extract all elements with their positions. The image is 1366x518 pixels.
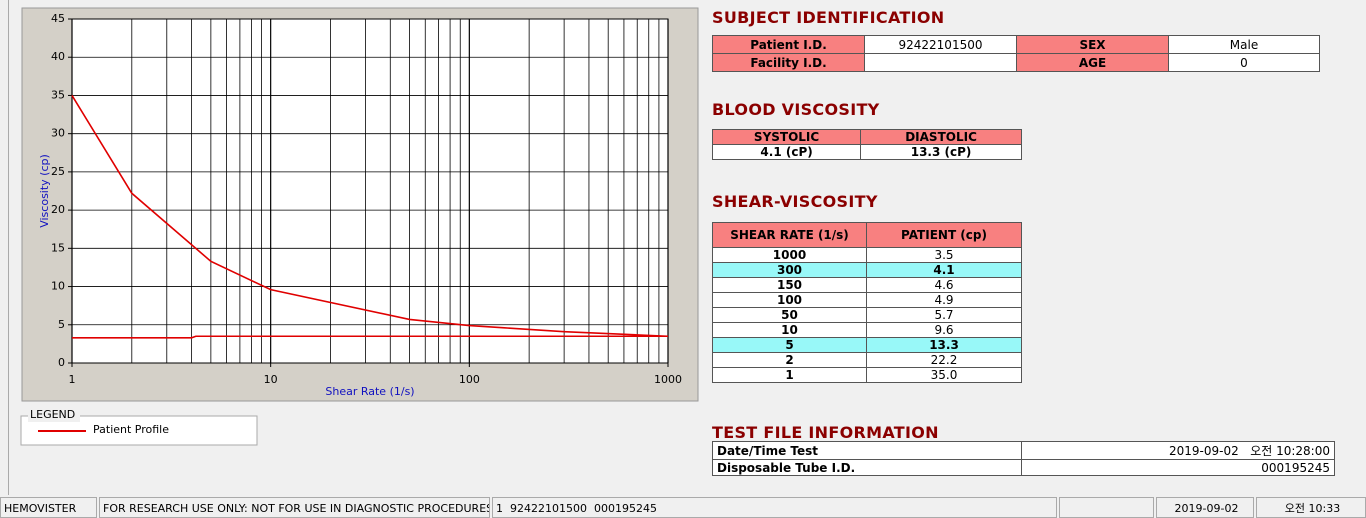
cell: 000195245 (1021, 459, 1335, 476)
cell: Patient I.D. (712, 35, 865, 54)
cell: 300 (712, 262, 867, 278)
status-cell: FOR RESEARCH USE ONLY: NOT FOR USE IN DI… (99, 497, 490, 518)
legend-title: LEGEND (30, 408, 75, 421)
plot-area (72, 19, 668, 363)
cell: SEX (1016, 35, 1169, 54)
cell: 1 (712, 367, 867, 383)
cell: SYSTOLIC (711, 129, 862, 145)
plot-frame (71, 18, 669, 364)
cell: 92422101500 (864, 35, 1017, 54)
table-row: 10 9.6 (712, 322, 1022, 338)
cell: 5 (712, 337, 867, 353)
y-tick-label: 15 (51, 241, 65, 254)
x-axis-label: Shear Rate (1/s) (325, 385, 414, 398)
x-tick-label: 10 (264, 373, 278, 386)
cell: 0 (1168, 53, 1320, 72)
cell: 13.3 (cP) (860, 144, 1022, 160)
shear-table: SHEAR RATE (1/s) PATIENT (cp) 1000 3.5 300 4… (712, 222, 1022, 383)
cell: 35.0 (866, 367, 1022, 383)
subject-table: Patient I.D. 92422101500 SEX Male Facility … (712, 35, 1320, 72)
y-tick-label: 20 (51, 203, 65, 216)
y-tick-label: 5 (58, 318, 65, 331)
y-tick-label: 0 (58, 356, 65, 369)
table-row: 1000 3.5 (712, 247, 1022, 263)
x-tick-label: 100 (459, 373, 480, 386)
legend-title-bg (28, 409, 80, 422)
cell: 2 (712, 352, 867, 368)
cell: 2019-09-02 오전 10:28:00 (1021, 441, 1335, 460)
legend-label: Patient Profile (93, 423, 169, 436)
status-cell: HEMOVISTER (0, 497, 97, 518)
table-row: 100 4.9 (712, 292, 1022, 308)
section-title: TEST FILE INFORMATION (712, 423, 939, 442)
status-cell: 2019-09-02 (1156, 497, 1254, 518)
x-tick-label: 1 (69, 373, 76, 386)
y-tick-label: 30 (51, 127, 65, 140)
table-row: 1 35.0 (712, 367, 1022, 383)
cell: 100 (712, 292, 867, 308)
cell: SHEAR RATE (1/s) (712, 222, 867, 248)
cell: 13.3 (866, 337, 1022, 353)
cell: Disposable Tube I.D. (712, 459, 1022, 476)
table-row: 2 22.2 (712, 352, 1022, 368)
cell: PATIENT (cp) (866, 222, 1022, 248)
y-tick-label: 45 (51, 12, 65, 25)
cell: 4.6 (866, 277, 1022, 293)
cell: AGE (1016, 53, 1169, 72)
cell: 22.2 (866, 352, 1022, 368)
section-title: BLOOD VISCOSITY (712, 100, 880, 119)
left-edge (0, 0, 9, 495)
status-cell (1059, 497, 1154, 518)
cell: 4.9 (866, 292, 1022, 308)
table-row: 50 5.7 (712, 307, 1022, 323)
table-row: 5 13.3 (712, 337, 1022, 353)
cell: 5.7 (866, 307, 1022, 323)
blood-table: SYSTOLIC DIASTOLIC 4.1 (cP) 13.3 (cP) (711, 129, 1022, 160)
y-tick-label: 40 (51, 50, 65, 63)
y-tick-label: 35 (51, 88, 65, 101)
cell: 4.1 (866, 262, 1022, 278)
cell: 3.5 (866, 247, 1022, 263)
cell: 9.6 (866, 322, 1022, 338)
section-title: SHEAR-VISCOSITY (712, 192, 878, 211)
y-tick-label: 25 (51, 165, 65, 178)
cell: Date/Time Test (712, 441, 1022, 460)
cell: 50 (712, 307, 867, 323)
cell: 10 (712, 322, 867, 338)
status-cell: 1 92422101500 000195245 (492, 497, 1057, 518)
test-table: Date/Time Test 2019-09-02 오전 10:28:00 Dis… (712, 441, 1335, 476)
table-row: 150 4.6 (712, 277, 1022, 293)
cell: Male (1168, 35, 1320, 54)
y-axis-label: Viscosity (cp) (38, 154, 51, 228)
series-line (72, 335, 668, 339)
table-row: 300 4.1 (712, 262, 1022, 278)
cell: DIASTOLIC (860, 129, 1022, 145)
section-title: SUBJECT IDENTIFICATION (712, 8, 945, 27)
cell: 4.1 (cP) (711, 144, 862, 160)
cell: 1000 (712, 247, 867, 263)
cell: Facility I.D. (712, 53, 865, 72)
chart: Shear Rate (1/s) Viscosity (cp) LEGEND P… (20, 7, 699, 446)
x-tick-label: 1000 (654, 373, 682, 386)
y-tick-label: 10 (51, 280, 65, 293)
cell: 150 (712, 277, 867, 293)
status-cell: 오전 10:33 (1256, 497, 1366, 518)
cell (864, 53, 1017, 72)
series-line (71, 95, 669, 338)
